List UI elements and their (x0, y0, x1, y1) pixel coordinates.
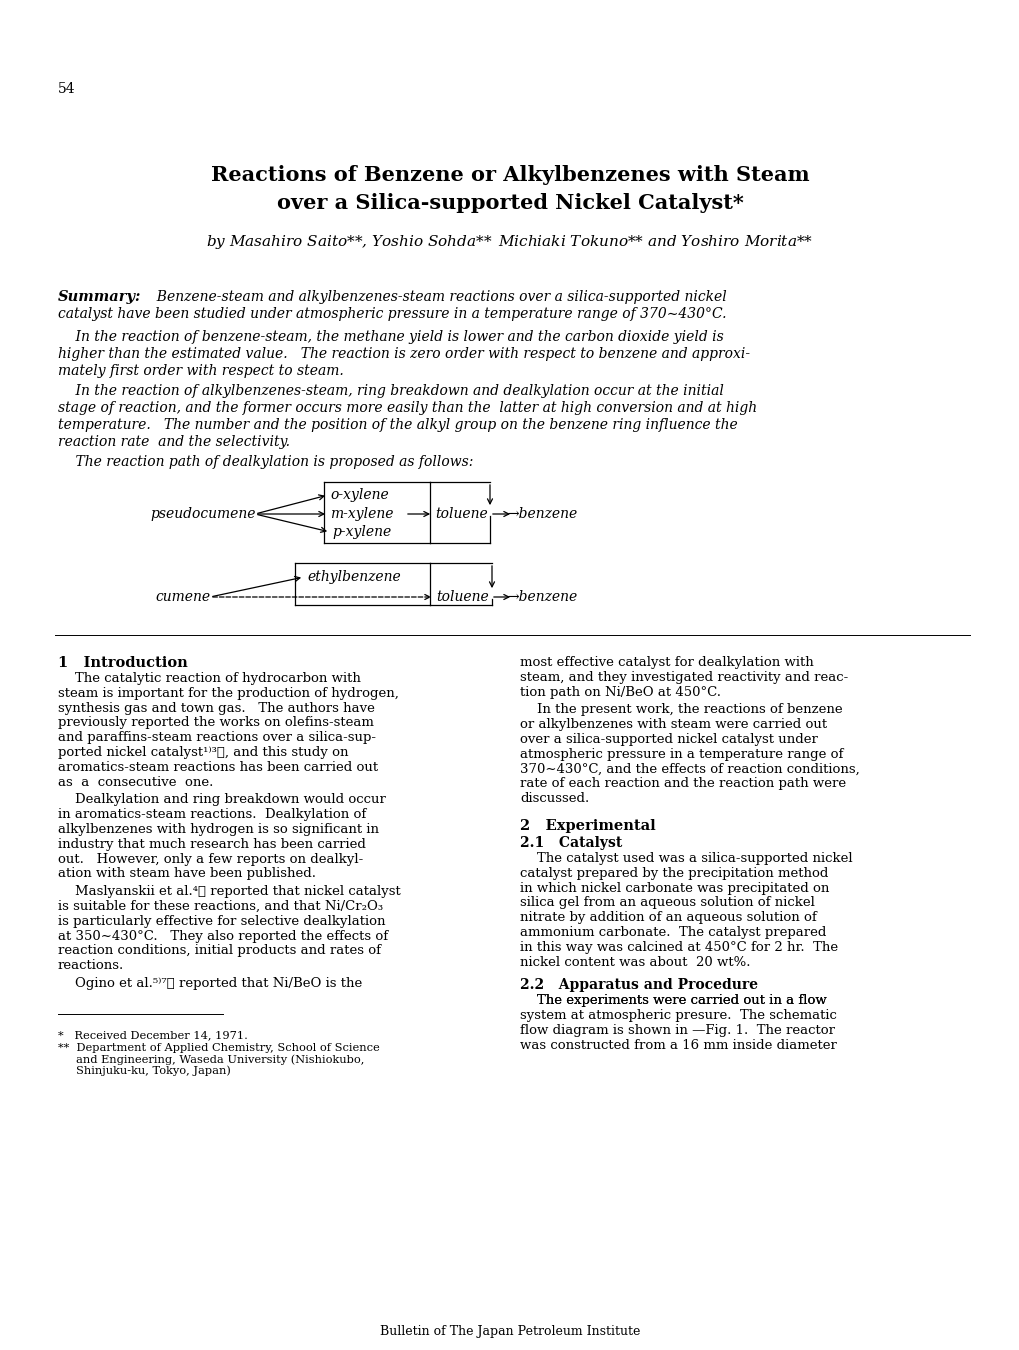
Text: silica gel from an aqueous solution of nickel: silica gel from an aqueous solution of n… (520, 896, 814, 910)
Text: In the reaction of alkylbenzenes-steam, ring breakdown and dealkylation occur at: In the reaction of alkylbenzenes-steam, … (58, 383, 723, 398)
Text: *   Received December 14, 1971.: * Received December 14, 1971. (58, 1030, 248, 1040)
Text: out.   However, only a few reports on dealkyl-: out. However, only a few reports on deal… (58, 853, 363, 865)
Text: The catalyst used was a silica-supported nickel: The catalyst used was a silica-supported… (520, 852, 852, 865)
Text: atmospheric pressure in a temperature range of: atmospheric pressure in a temperature ra… (520, 748, 843, 761)
Text: ammonium carbonate.  The catalyst prepared: ammonium carbonate. The catalyst prepare… (520, 926, 825, 940)
Text: reaction conditions, initial products and rates of: reaction conditions, initial products an… (58, 945, 381, 957)
Text: nickel content was about  20 wt%.: nickel content was about 20 wt%. (520, 956, 750, 968)
Text: in this way was calcined at 450°C for 2 hr.  The: in this way was calcined at 450°C for 2 … (520, 941, 838, 954)
Text: In the present work, the reactions of benzene: In the present work, the reactions of be… (520, 703, 842, 717)
Text: or alkylbenzenes with steam were carried out: or alkylbenzenes with steam were carried… (520, 718, 826, 732)
Text: p-xylene: p-xylene (331, 525, 391, 539)
Text: over a Silica-supported Nickel Catalyst*: over a Silica-supported Nickel Catalyst* (276, 193, 743, 213)
Text: alkylbenzenes with hydrogen is so significant in: alkylbenzenes with hydrogen is so signif… (58, 824, 379, 836)
Text: temperature.   The number and the position of the alkyl group on the benzene rin: temperature. The number and the position… (58, 418, 737, 432)
Text: discussed.: discussed. (520, 792, 589, 805)
Text: pseudocumene: pseudocumene (150, 508, 255, 521)
Text: ethylbenzene: ethylbenzene (307, 570, 400, 585)
Text: system at atmospheric presure.  The schematic: system at atmospheric presure. The schem… (520, 1010, 836, 1022)
Text: **  Department of Applied Chemistry, School of Science: ** Department of Applied Chemistry, Scho… (58, 1042, 379, 1053)
Text: Shinjuku-ku, Tokyo, Japan): Shinjuku-ku, Tokyo, Japan) (76, 1065, 230, 1076)
Text: The experiments were carried out in a flow: The experiments were carried out in a fl… (520, 995, 826, 1007)
Text: mately first order with respect to steam.: mately first order with respect to steam… (58, 364, 343, 378)
Text: →benzene: →benzene (506, 590, 577, 603)
Text: stage of reaction, and the former occurs more easily than the  latter at high co: stage of reaction, and the former occurs… (58, 401, 756, 414)
Text: in aromatics-steam reactions.  Dealkylation of: in aromatics-steam reactions. Dealkylati… (58, 809, 366, 821)
Text: rate of each reaction and the reaction path were: rate of each reaction and the reaction p… (520, 778, 846, 790)
Text: toluene: toluene (435, 590, 488, 603)
Text: tion path on Ni/BeO at 450°C.: tion path on Ni/BeO at 450°C. (520, 686, 720, 698)
Text: in which nickel carbonate was precipitated on: in which nickel carbonate was precipitat… (520, 882, 828, 895)
Text: 1   Introduction: 1 Introduction (58, 656, 187, 670)
Text: over a silica-supported nickel catalyst under: over a silica-supported nickel catalyst … (520, 733, 817, 747)
Text: is suitable for these reactions, and that Ni/Cr₂O₃: is suitable for these reactions, and tha… (58, 900, 383, 913)
Text: reaction rate  and the selectivity.: reaction rate and the selectivity. (58, 435, 289, 450)
Text: higher than the estimated value.   The reaction is zero order with respect to be: higher than the estimated value. The rea… (58, 347, 749, 360)
Text: Reactions of Benzene or Alkylbenzenes with Steam: Reactions of Benzene or Alkylbenzenes wi… (211, 165, 808, 185)
Text: The experiments were carried out in a flow: The experiments were carried out in a fl… (520, 995, 826, 1007)
Text: 370∼430°C, and the effects of reaction conditions,: 370∼430°C, and the effects of reaction c… (520, 763, 859, 776)
Text: previously reported the works on olefins-steam: previously reported the works on olefins… (58, 717, 374, 729)
Text: 2.1   Catalyst: 2.1 Catalyst (520, 836, 622, 850)
Text: steam is important for the production of hydrogen,: steam is important for the production of… (58, 687, 398, 699)
Text: catalyst have been studied under atmospheric pressure in a temperature range of : catalyst have been studied under atmosph… (58, 306, 726, 321)
Text: m-xylene: m-xylene (330, 508, 393, 521)
Text: by Masahiro Saito**, Yoshio Sohda**$_{\,}$ Michiaki Tokuno** and Yoshiro Morita*: by Masahiro Saito**, Yoshio Sohda**$_{\,… (206, 234, 813, 251)
Text: →benzene: →benzene (506, 508, 577, 521)
Text: is particularly effective for selective dealkylation: is particularly effective for selective … (58, 915, 385, 927)
Text: 2.2   Apparatus and Procedure: 2.2 Apparatus and Procedure (520, 979, 757, 992)
Text: Ogino et al.⁵⁾⁷⧸ reported that Ni/BeO is the: Ogino et al.⁵⁾⁷⧸ reported that Ni/BeO is… (58, 977, 362, 990)
Text: The reaction path of dealkylation is proposed as follows:: The reaction path of dealkylation is pro… (58, 455, 473, 468)
Text: steam, and they investigated reactivity and reac-: steam, and they investigated reactivity … (520, 671, 848, 684)
Text: reactions.: reactions. (58, 960, 124, 972)
Text: flow diagram is shown in —Fig. 1.  The reactor: flow diagram is shown in —Fig. 1. The re… (520, 1025, 835, 1037)
Text: catalyst prepared by the precipitation method: catalyst prepared by the precipitation m… (520, 867, 827, 880)
Text: at 350∼430°C.   They also reported the effects of: at 350∼430°C. They also reported the eff… (58, 930, 388, 942)
Text: Benzene-steam and alkylbenzenes-steam reactions over a silica-supported nickel: Benzene-steam and alkylbenzenes-steam re… (148, 290, 727, 304)
Text: 54: 54 (58, 82, 75, 96)
Text: ported nickel catalyst¹⁾³⧸, and this study on: ported nickel catalyst¹⁾³⧸, and this stu… (58, 747, 348, 759)
Text: and paraffins-steam reactions over a silica-sup-: and paraffins-steam reactions over a sil… (58, 732, 376, 744)
Text: synthesis gas and town gas.   The authors have: synthesis gas and town gas. The authors … (58, 702, 375, 714)
Text: as  a  consecutive  one.: as a consecutive one. (58, 776, 213, 788)
Text: aromatics-steam reactions has been carried out: aromatics-steam reactions has been carri… (58, 761, 378, 774)
Text: nitrate by addition of an aqueous solution of: nitrate by addition of an aqueous soluti… (520, 911, 816, 925)
Text: o-xylene: o-xylene (330, 487, 388, 502)
Text: Bulletin of The Japan Petroleum Institute: Bulletin of The Japan Petroleum Institut… (379, 1324, 640, 1338)
Text: was constructed from a 16 mm inside diameter: was constructed from a 16 mm inside diam… (520, 1038, 836, 1052)
Text: and Engineering, Waseda University (Nishiokubo,: and Engineering, Waseda University (Nish… (76, 1054, 364, 1065)
Text: industry that much research has been carried: industry that much research has been car… (58, 838, 366, 850)
Text: Maslyanskii et al.⁴⧸ reported that nickel catalyst: Maslyanskii et al.⁴⧸ reported that nicke… (58, 886, 400, 898)
Text: The catalytic reaction of hydrocarbon with: The catalytic reaction of hydrocarbon wi… (58, 672, 361, 684)
Text: ation with steam have been published.: ation with steam have been published. (58, 868, 316, 880)
Text: most effective catalyst for dealkylation with: most effective catalyst for dealkylation… (520, 656, 813, 670)
Text: cumene: cumene (155, 590, 210, 603)
Text: toluene: toluene (434, 508, 487, 521)
Text: 2   Experimental: 2 Experimental (520, 819, 655, 833)
Text: Summary:: Summary: (58, 290, 142, 304)
Text: Dealkylation and ring breakdown would occur: Dealkylation and ring breakdown would oc… (58, 794, 385, 806)
Text: In the reaction of benzene-steam, the methane yield is lower and the carbon diox: In the reaction of benzene-steam, the me… (58, 329, 723, 344)
